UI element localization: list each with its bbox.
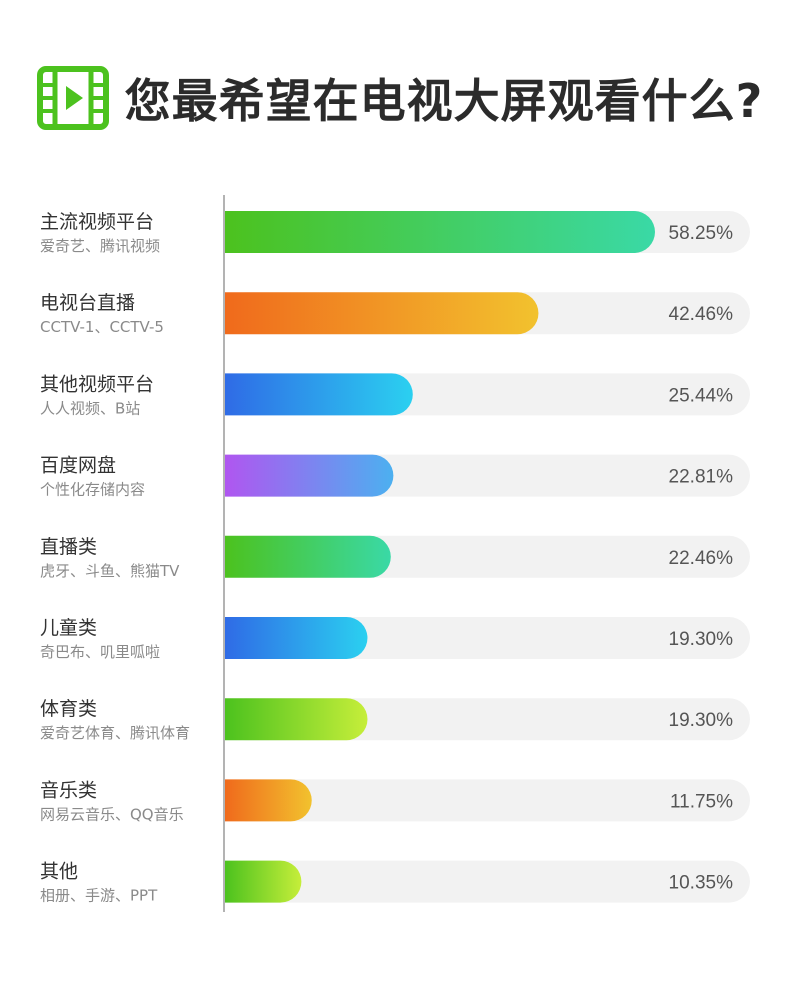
category-label: 音乐类	[40, 779, 97, 801]
bar	[225, 617, 368, 659]
category-label: 体育类	[40, 698, 97, 720]
category-label: 儿童类	[40, 617, 97, 639]
category-label: 直播类	[40, 536, 97, 558]
header: 您最希望在电视大屏观看什么?	[0, 58, 800, 138]
value-label: 25.44%	[669, 385, 734, 406]
bar	[225, 454, 394, 497]
bar-track	[225, 779, 750, 822]
value-label: 58.25%	[669, 223, 734, 244]
bar	[225, 373, 413, 416]
category-label: 百度网盘	[40, 455, 116, 477]
category-subtitle: 爱奇艺体育、腾讯体育	[40, 724, 190, 742]
category-subtitle: 人人视频、B站	[40, 399, 140, 417]
value-label: 42.46%	[669, 304, 734, 325]
bars	[225, 211, 655, 903]
category-subtitle: 个性化存储内容	[40, 481, 145, 499]
bar	[225, 292, 539, 335]
bar-track	[225, 860, 750, 903]
category-label: 其他视频平台	[40, 373, 154, 395]
category-subtitle: 相册、手游、PPT	[40, 887, 158, 905]
category-label: 其他	[40, 861, 78, 883]
page-title: 您最希望在电视大屏观看什么?	[124, 74, 764, 128]
bar	[225, 698, 368, 741]
category-subtitle: 奇巴布、叽里呱啦	[40, 643, 160, 661]
category-subtitle: 爱奇艺、腾讯视频	[40, 237, 160, 255]
value-label: 11.75%	[670, 791, 733, 812]
bar	[225, 860, 302, 903]
value-label: 22.81%	[669, 467, 734, 488]
category-subtitle: 网易云音乐、QQ音乐	[40, 805, 184, 823]
category-label: 主流视频平台	[40, 211, 154, 233]
bar	[225, 779, 312, 822]
bar	[225, 535, 391, 578]
bar	[225, 211, 655, 253]
value-labels: 58.25% 42.46% 25.44% 22.81% 22.46% 19.30% 19.3…	[669, 223, 734, 894]
value-label: 19.30%	[669, 629, 734, 650]
film-play-icon	[36, 66, 109, 130]
category-subtitle: 虎牙、斗鱼、熊猫TV	[40, 562, 180, 580]
category-label: 电视台直播	[40, 292, 135, 314]
category-subtitle: CCTV-1、CCTV-5	[40, 318, 164, 336]
value-label: 22.46%	[669, 548, 734, 569]
value-label: 10.35%	[669, 873, 734, 894]
value-label: 19.30%	[669, 710, 734, 731]
